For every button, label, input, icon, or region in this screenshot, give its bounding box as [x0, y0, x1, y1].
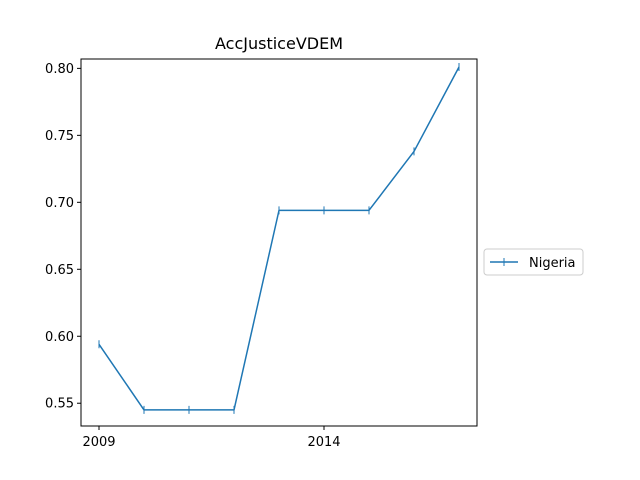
- x-tick-label: 2014: [307, 435, 340, 450]
- legend: Nigeria: [483, 248, 584, 276]
- legend-label-nigeria: Nigeria: [529, 256, 576, 271]
- legend-box: [483, 248, 584, 276]
- y-tick-label: 0.60: [45, 330, 74, 345]
- y-tick-label: 0.55: [45, 397, 74, 412]
- y-tick-label: 0.80: [45, 62, 74, 77]
- x-tick-label: 2009: [82, 435, 115, 450]
- y-tick-label: 0.70: [45, 196, 74, 211]
- y-tick-label: 0.65: [45, 263, 74, 278]
- plot-frame: [80, 58, 478, 427]
- plot-area: 0.55 0.60 0.65 0.70 0.75 0.80 2009 2014: [45, 62, 460, 450]
- chart-title: AccJusticeVDEM: [215, 34, 343, 53]
- y-tick-label: 0.75: [45, 129, 74, 144]
